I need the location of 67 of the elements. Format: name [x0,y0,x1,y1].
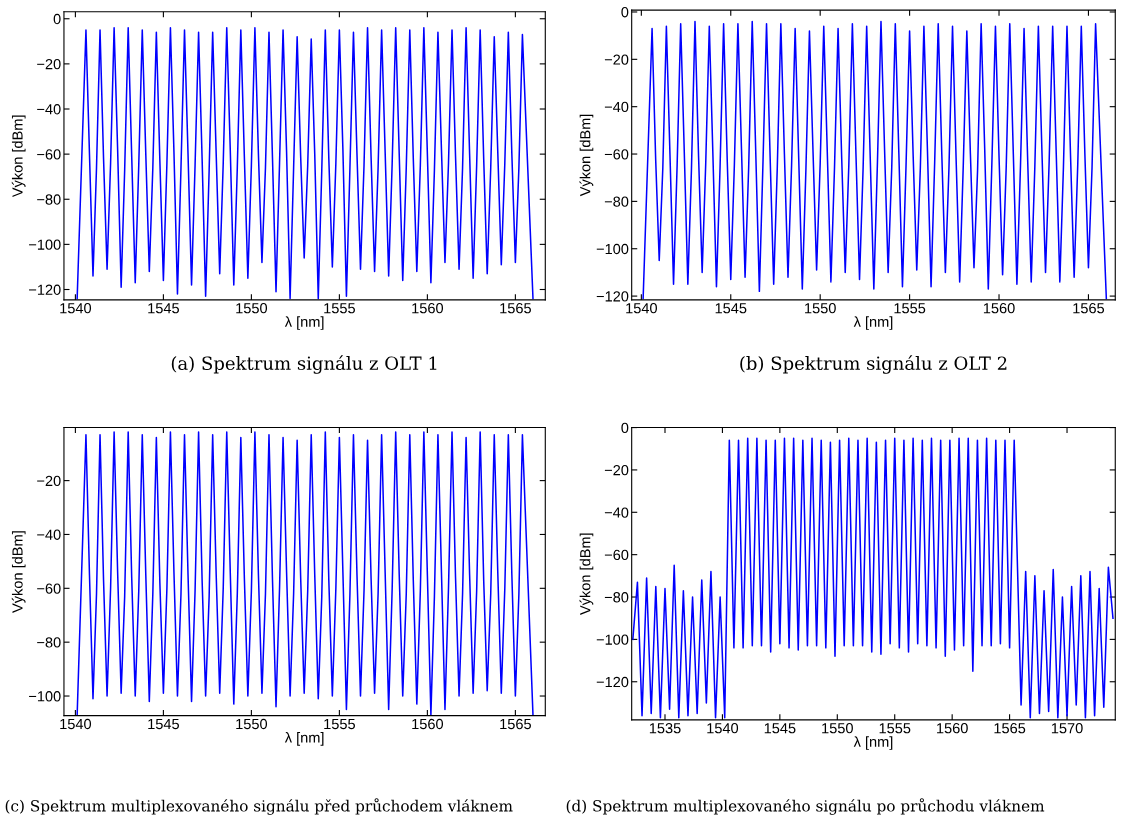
x-tick-label: 1550 [805,303,836,314]
x-tick-label: 1550 [236,303,268,314]
y-axis-title: Výkon [dBm] [11,115,26,198]
y-tick-label: −80 [37,194,61,205]
y-tick-label: −100 [29,239,61,250]
text: (b) Spektrum signálu z OLT 2 [740,355,1007,374]
x-tick-label: 1550 [822,723,853,734]
x-tick-label: 1555 [324,303,355,314]
x-tick-label: 1550 [236,718,268,730]
text: (a) Spektrum signálu z OLT 1 [171,355,437,374]
x-tick-label: 1560 [983,303,1015,314]
y-tick-label: −120 [596,676,629,688]
y-axis-title: Výkon [dBm] [579,533,594,615]
x-axis-title: λ [nm] [853,316,893,330]
y-tick-label: −120 [29,284,61,295]
y-tick-label: −60 [604,149,629,160]
x-tick-label: 1565 [500,303,531,314]
line-series [76,431,534,716]
y-tick-label: 0 [621,7,629,18]
y-tick-label: −100 [596,243,629,255]
x-tick-label: 1535 [649,723,681,734]
y-tick-label: −40 [604,101,629,113]
y-tick-label: −100 [29,691,61,702]
y-tick-label: −60 [37,583,61,594]
line-series [642,20,1108,300]
x-tick-label: 1560 [937,723,968,734]
x-tick-label: 1540 [626,303,657,314]
y-tick-label: 0 [53,13,61,25]
y-tick-label: −80 [37,637,61,648]
x-tick-label: 1555 [324,718,355,730]
y-tick-label: −80 [604,592,629,603]
x-axis-title: λ [nm] [284,732,324,746]
y-tick-label: −20 [604,465,629,476]
y-tick-label: −40 [37,529,61,540]
line-series [76,27,534,300]
y-tick-label: −120 [596,291,629,302]
x-tick-label: 1565 [500,718,531,730]
x-axis-title: λ [nm] [853,736,893,750]
x-tick-label: 1540 [60,303,92,314]
x-tick-label: 1555 [879,723,911,734]
y-axis-title: Výkon [dBm] [11,531,26,613]
x-tick-label: 1560 [412,718,444,730]
y-axis-title: Výkon [dBm] [579,114,594,197]
x-tick-label: 1545 [148,303,179,314]
y-tick-label: −60 [37,149,61,160]
y-tick-label: −20 [37,58,61,70]
x-tick-label: 1555 [894,303,926,314]
x-axis-title: λ [nm] [284,316,324,330]
y-tick-label: −60 [604,549,629,561]
x-tick-label: 1545 [715,303,747,314]
x-tick-label: 1545 [764,723,796,734]
x-tick-label: 1565 [1073,303,1105,314]
text: (d) Spektrum multiplexovaného signálu po průchodu vláknem [566,798,1045,815]
x-tick-label: 1565 [994,723,1026,734]
y-tick-label: −40 [37,104,61,115]
x-tick-label: 1570 [1051,723,1083,734]
x-tick-label: 1540 [60,718,92,730]
y-tick-label: −80 [604,196,629,207]
y-tick-label: −20 [604,54,629,65]
text: (c) Spektrum multiplexovaného signálu před průchodem vláknem [5,798,513,815]
y-tick-label: −20 [37,475,61,487]
x-tick-label: 1540 [707,723,739,734]
x-tick-label: 1545 [148,718,179,730]
x-tick-label: 1560 [412,303,444,314]
y-tick-label: −40 [604,507,629,518]
y-tick-label: −100 [596,634,629,645]
y-tick-label: 0 [621,422,629,433]
